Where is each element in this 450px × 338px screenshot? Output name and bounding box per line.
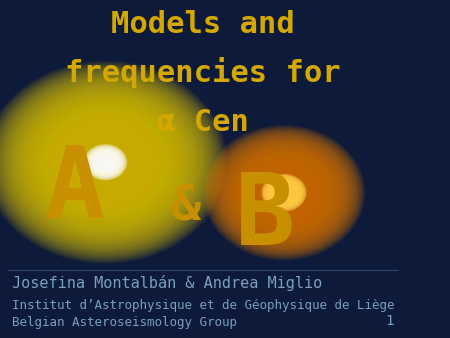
Circle shape [95,153,116,171]
Circle shape [274,184,294,201]
Circle shape [276,186,292,199]
Circle shape [214,134,354,251]
Circle shape [84,145,126,180]
Circle shape [224,142,345,243]
Text: B: B [235,169,296,266]
Circle shape [271,182,297,203]
Circle shape [264,176,304,210]
Circle shape [269,180,299,205]
Circle shape [90,150,121,175]
Circle shape [226,145,342,241]
Circle shape [93,151,118,173]
Circle shape [0,70,216,255]
Text: Belgian Asteroseismology Group: Belgian Asteroseismology Group [12,316,237,329]
Circle shape [207,128,361,257]
Circle shape [212,133,356,252]
Text: α Cen: α Cen [157,108,249,137]
Circle shape [268,179,301,207]
Circle shape [215,136,353,250]
Circle shape [204,126,364,259]
Circle shape [270,181,298,204]
Circle shape [0,65,223,260]
Circle shape [86,146,124,178]
Circle shape [277,187,291,198]
Circle shape [92,151,119,174]
Circle shape [221,140,347,245]
Circle shape [261,174,307,212]
Circle shape [211,132,357,254]
Circle shape [84,144,127,180]
Circle shape [271,182,297,204]
Circle shape [0,72,213,252]
Circle shape [222,141,346,244]
Circle shape [99,156,112,168]
Circle shape [0,67,220,257]
Circle shape [266,178,302,208]
Text: A: A [45,142,105,239]
Circle shape [88,148,123,177]
Circle shape [206,127,362,258]
Circle shape [0,64,224,261]
Circle shape [94,152,117,172]
Text: Institut d’Astrophysique et de Géophysique de Liège: Institut d’Astrophysique et de Géophysiq… [12,299,395,312]
Circle shape [0,61,227,264]
Circle shape [279,189,289,197]
Circle shape [87,147,124,177]
Circle shape [265,176,304,209]
Text: Josefina Montalbán & Andrea Miglio: Josefina Montalbán & Andrea Miglio [12,275,322,291]
Circle shape [98,156,113,169]
Circle shape [275,186,292,200]
Text: frequencies for: frequencies for [65,57,341,89]
Circle shape [263,175,305,210]
Circle shape [99,157,112,167]
Circle shape [273,184,295,202]
Circle shape [0,62,226,262]
Circle shape [89,148,122,176]
Circle shape [0,69,218,256]
Circle shape [230,148,338,237]
Circle shape [0,71,215,254]
Circle shape [232,149,336,236]
Circle shape [279,188,289,197]
Circle shape [220,139,349,246]
Circle shape [96,154,115,170]
Circle shape [268,179,300,206]
Circle shape [90,149,122,175]
Text: Models and: Models and [111,10,295,39]
Text: &: & [171,183,201,231]
Circle shape [274,185,293,200]
Circle shape [91,150,120,174]
Circle shape [94,153,117,172]
Circle shape [262,174,306,211]
Circle shape [272,183,296,202]
Circle shape [210,131,358,255]
Text: 1: 1 [385,314,394,328]
Circle shape [225,143,343,242]
Circle shape [86,146,125,178]
Circle shape [278,188,290,198]
Circle shape [267,178,302,207]
Circle shape [0,66,221,259]
Circle shape [265,177,303,208]
Circle shape [97,155,114,169]
Circle shape [203,125,365,260]
Circle shape [216,137,351,249]
Circle shape [228,146,341,240]
Circle shape [229,147,339,239]
Circle shape [96,155,115,170]
Circle shape [85,145,126,179]
Circle shape [218,138,350,248]
Circle shape [208,130,360,256]
